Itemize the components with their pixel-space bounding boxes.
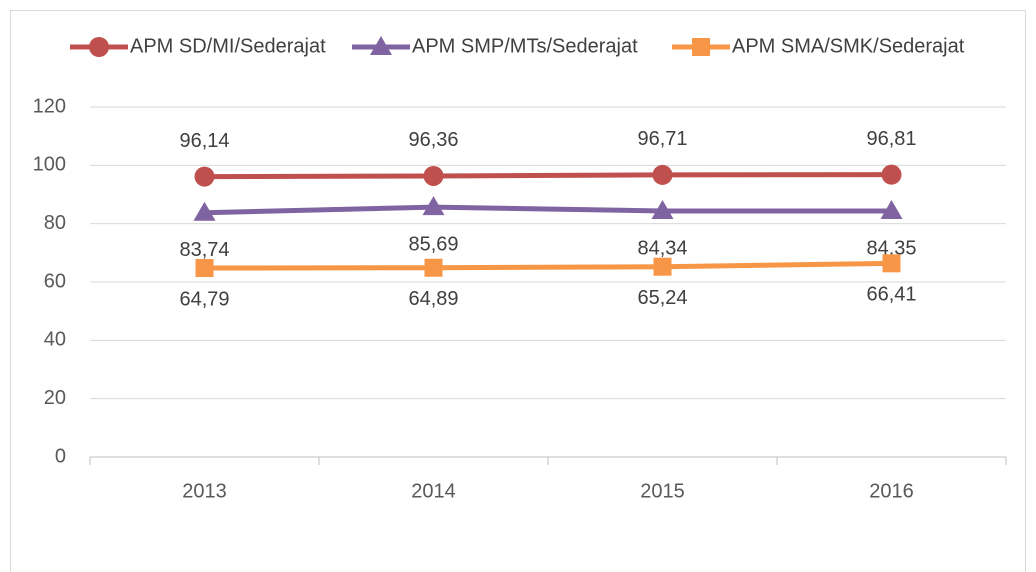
y-tick-label: 100	[33, 154, 66, 176]
data-label: 84,34	[637, 237, 687, 259]
y-tick-label: 120	[33, 95, 66, 117]
marker	[882, 254, 901, 273]
y-tick-label: 0	[55, 445, 66, 467]
marker	[89, 37, 109, 57]
marker	[424, 258, 443, 277]
marker	[652, 164, 673, 185]
x-tick-label: 2013	[182, 480, 227, 502]
line	[204, 204, 892, 216]
data-label: 84,35	[866, 237, 916, 259]
marker	[653, 257, 672, 276]
data-label: 85,69	[408, 233, 458, 255]
marker	[692, 38, 710, 56]
y-tick-label: 40	[44, 329, 66, 351]
data-label: 96,71	[637, 128, 687, 150]
data-label: 96,14	[179, 130, 229, 152]
legend-label: APM SMA/SMK/Sederajat	[732, 35, 965, 57]
marker	[193, 201, 216, 221]
data-label: 66,41	[866, 284, 916, 306]
data-label: 83,74	[179, 239, 229, 261]
data-label: 64,89	[408, 288, 458, 310]
data-label: 96,36	[408, 129, 458, 151]
data-label: 96,81	[866, 128, 916, 150]
marker	[423, 165, 444, 186]
x-tick-label: 2016	[869, 480, 914, 502]
marker	[422, 196, 445, 216]
marker	[195, 259, 214, 278]
data-label: 64,79	[179, 288, 229, 310]
marker	[651, 200, 674, 220]
y-tick-label: 60	[44, 270, 66, 292]
marker	[194, 166, 215, 187]
marker	[370, 36, 392, 55]
chart-border	[10, 10, 1026, 572]
x-tick-label: 2014	[411, 480, 456, 502]
data-label: 65,24	[637, 287, 687, 309]
y-tick-label: 80	[44, 212, 66, 234]
legend-label: APM SD/MI/Sederajat	[130, 35, 326, 57]
marker	[881, 164, 902, 185]
x-tick-label: 2015	[640, 480, 685, 502]
line	[204, 260, 892, 271]
line	[204, 172, 892, 180]
marker	[880, 199, 903, 219]
legend-label: APM SMP/MTs/Sederajat	[412, 35, 638, 57]
y-tick-label: 20	[44, 387, 66, 409]
